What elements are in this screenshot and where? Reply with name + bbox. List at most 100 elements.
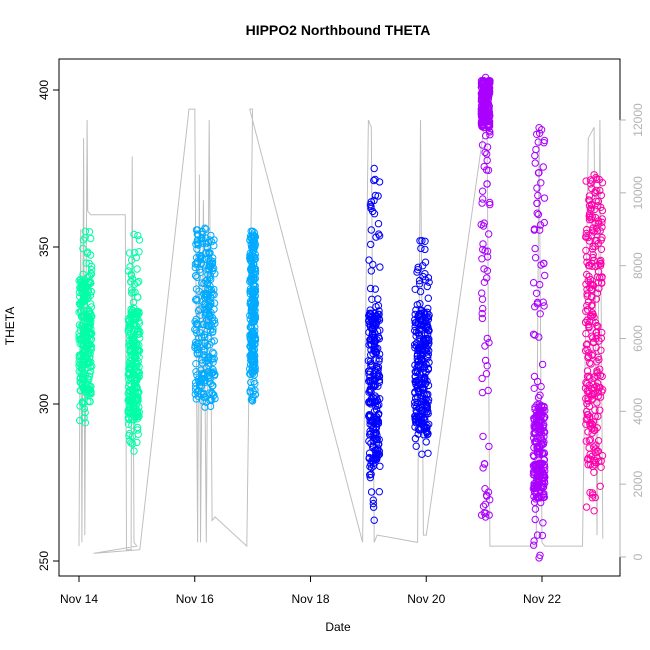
data-point [246,311,254,320]
data-point [483,362,491,370]
data-point [597,256,605,265]
data-point [588,285,596,294]
data-point [589,281,598,290]
data-point [586,460,595,469]
data-point [76,375,84,383]
data-point [79,312,87,320]
data-point [248,351,256,359]
data-point [411,434,420,443]
data-point [530,537,538,545]
data-point [209,348,217,356]
left-tick-label: 400 [37,80,51,100]
data-point [412,442,420,450]
data-point [537,179,545,187]
data-point [198,279,206,287]
data-point [533,184,541,192]
data-point [540,302,548,310]
data-point [250,312,258,321]
data-point [251,323,259,331]
data-point [250,316,258,324]
left-y-axis: 250 300 350 400 [37,80,60,571]
data-point [374,419,383,428]
data-point [367,226,375,234]
data-point [205,250,213,258]
data-point [367,388,375,396]
data-point [207,395,215,403]
data-point [582,394,590,403]
data-point [595,384,603,392]
data-point [477,511,486,519]
data-point [79,244,87,253]
data-point [75,335,83,344]
data-point [126,403,134,411]
data-point [411,412,419,420]
data-point [85,307,93,315]
data-point [530,498,539,506]
data-point [422,395,430,403]
data-point [133,423,142,432]
data-point [128,333,137,341]
data-point [211,394,219,403]
data-point [374,220,383,228]
data-point [478,141,487,149]
data-point [482,132,490,140]
data-point [416,395,424,403]
data-point [537,261,545,269]
data-point [414,425,422,433]
data-point [534,455,542,463]
data-point [582,437,590,445]
data-point [371,309,379,318]
data-point [249,271,258,279]
data-point [209,358,217,366]
data-point [421,245,429,254]
data-point [368,463,376,472]
data-point [196,311,204,319]
data-point [595,175,604,184]
data-point [420,374,428,382]
data-point [207,379,215,388]
data-point [598,372,606,381]
data-point [247,378,255,387]
data-point [479,116,487,124]
data-point [211,370,219,379]
data-point [529,471,538,479]
data-point [582,229,591,238]
data-point [533,209,541,217]
data-point [532,425,540,433]
data-point [534,191,542,200]
data-point [486,131,494,139]
data-point [372,347,380,356]
data-point [125,323,133,332]
data-point [133,411,141,419]
right-tick-label: 6000 [631,325,645,352]
data-point [583,270,591,279]
data-point [591,406,599,414]
data-point [582,177,590,185]
data-point [413,301,421,309]
data-point [583,301,591,310]
data-point [126,319,135,327]
data-point [416,385,424,393]
data-point [592,328,601,337]
data-point [87,269,95,277]
data-point [534,420,542,429]
data-point [125,431,133,440]
data-point [538,360,547,369]
data-point [365,256,373,264]
data-point [251,254,259,263]
data-point [366,377,375,386]
data-point [125,400,133,408]
x-tick-label: Nov 18 [291,592,329,606]
data-point [248,397,257,405]
data-point [588,425,596,433]
data-point [598,278,606,287]
data-point [127,289,136,297]
x-tick-label: Nov 14 [60,592,98,606]
data-point [597,463,605,471]
data-point [87,234,95,243]
data-point [128,286,136,294]
data-point [246,387,254,395]
data-point [203,280,212,288]
data-point [191,263,200,272]
data-point [425,358,433,367]
